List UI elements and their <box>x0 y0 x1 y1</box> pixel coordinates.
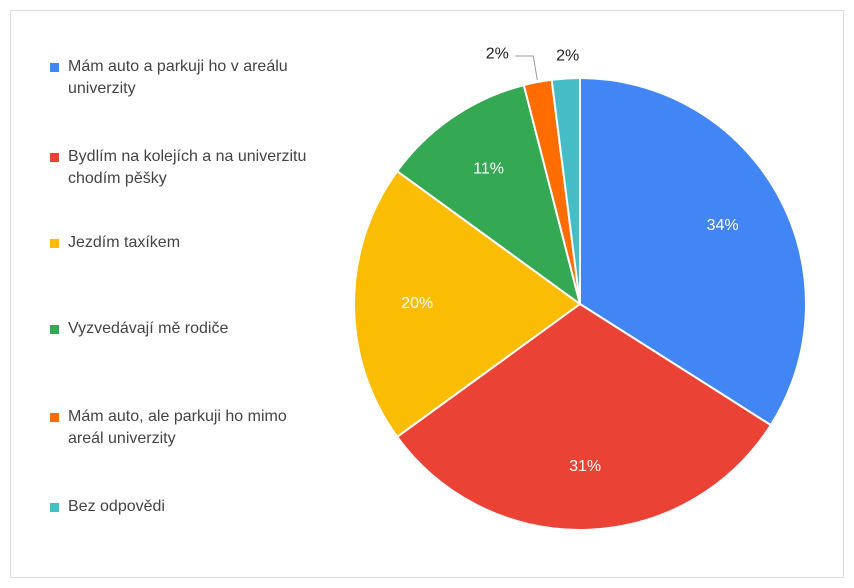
pie-slice <box>579 76 807 427</box>
legend-entry: Vyzvedávají mě rodiče <box>50 318 318 340</box>
legend-label: Mám auto a parkuji ho v areálu univerzit… <box>68 58 288 97</box>
legend-entry: Mám auto a parkuji ho v areálu univerzit… <box>50 56 318 100</box>
legend-entry: Bez odpovědi <box>50 496 318 518</box>
pie-slice <box>353 169 582 439</box>
pie-slice <box>550 76 581 305</box>
legend-swatch <box>50 153 59 162</box>
legend-swatch <box>50 239 59 248</box>
legend-label: Bydlím na kolejích a na univerzitu chodí… <box>68 148 307 187</box>
legend-entry: Mám auto, ale parkuji ho mimo areál univ… <box>50 406 318 450</box>
legend-label: Mám auto, ale parkuji ho mimo areál univ… <box>68 408 287 447</box>
legend-label: Bez odpovědi <box>68 498 165 515</box>
data-label: 2% <box>556 48 579 65</box>
legend-entry: Bydlím na kolejích a na univerzitu chodí… <box>50 146 318 190</box>
legend-entry: Jezdím taxíkem <box>50 232 318 254</box>
data-label: 34% <box>707 217 739 234</box>
data-label: 20% <box>401 295 433 312</box>
legend-label: Jezdím taxíkem <box>68 234 181 251</box>
legend-label: Vyzvedávají mě rodiče <box>68 320 229 337</box>
legend-swatch <box>50 325 59 334</box>
leader-line <box>515 55 538 81</box>
data-label: 11% <box>473 161 504 178</box>
legend-swatch <box>50 63 59 72</box>
legend-swatch <box>50 503 59 512</box>
pie-slice <box>395 302 773 531</box>
legend-swatch <box>50 413 59 422</box>
data-label: 31% <box>569 458 601 475</box>
pie-slice <box>395 83 582 307</box>
data-label: 2% <box>486 45 509 62</box>
